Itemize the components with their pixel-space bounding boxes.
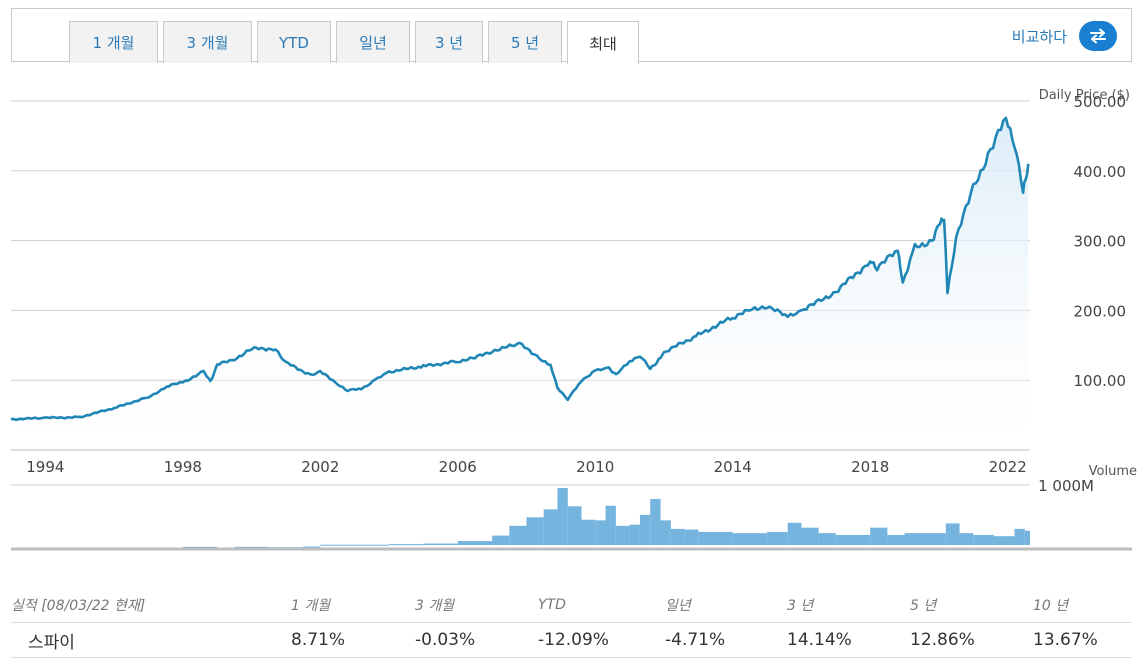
volume-bar xyxy=(595,520,606,545)
volume-bar xyxy=(1014,528,1025,545)
ticker-name: 스파이 xyxy=(28,632,75,653)
price-axis-label: Daily Price ($) xyxy=(1039,88,1130,103)
volume-bar xyxy=(615,525,630,545)
volume-bar xyxy=(543,509,558,545)
volume-bar xyxy=(801,527,819,545)
period-5-years: 5 년 xyxy=(910,598,937,614)
return-ytd: -12.09% xyxy=(538,630,609,650)
volume-bar xyxy=(182,546,218,548)
return-5-years: 12.86% xyxy=(910,630,975,650)
volume-bar xyxy=(870,527,888,545)
volume-axis-label: Volume xyxy=(1089,464,1137,479)
volume-bar xyxy=(973,534,994,545)
volume-bar xyxy=(557,488,568,545)
tab-1-year[interactable]: 일년 xyxy=(336,21,410,63)
volume-bar xyxy=(993,536,1015,545)
year-tick-label: 2018 xyxy=(851,458,889,476)
period-1-year: 일년 xyxy=(665,598,691,614)
swap-arrows-icon xyxy=(1079,21,1117,51)
performance-table: 실적 [08/03/22 현재] 1 개월 3 개월 YTD 일년 3 년 5 … xyxy=(11,588,1132,658)
volume-bar xyxy=(767,531,788,545)
volume-bar xyxy=(234,546,269,548)
volume-bar xyxy=(684,529,699,545)
volume-bar xyxy=(492,535,510,545)
year-tick-label: 2022 xyxy=(989,458,1027,476)
volume-bar xyxy=(303,546,321,548)
volume-bar xyxy=(389,544,424,546)
volume-bar xyxy=(457,541,493,545)
price-tick-label: 300.00 xyxy=(1074,233,1127,251)
volume-bar xyxy=(1024,530,1030,545)
price-chart: Daily Price ($) 500.00 400.00 300.00 200.00… xyxy=(10,88,1137,551)
volume-bar xyxy=(567,506,582,545)
compare-button[interactable]: 비교하다 xyxy=(1012,21,1117,51)
period-3-months: 3 개월 xyxy=(415,598,455,614)
return-1-year: -4.71% xyxy=(665,630,726,650)
volume-bar xyxy=(835,534,871,545)
year-tick-label: 1998 xyxy=(164,458,202,476)
year-tick-label: 2014 xyxy=(714,458,752,476)
tab-5-years[interactable]: 5 년 xyxy=(488,21,562,63)
price-area-fill xyxy=(11,117,1029,451)
volume-bar xyxy=(698,531,733,545)
volume-bar xyxy=(670,528,685,545)
period-1-month: 1 개월 xyxy=(291,598,331,614)
return-3-years: 14.14% xyxy=(787,630,852,650)
volume-bar xyxy=(423,543,458,545)
return-1-month: 8.71% xyxy=(291,630,346,650)
tab-1-month[interactable]: 1 개월 xyxy=(69,21,158,63)
volume-bar xyxy=(660,520,671,545)
volume-bar xyxy=(732,533,768,545)
volume-bar xyxy=(354,544,390,546)
volume-bar xyxy=(650,499,661,545)
tab-3-years[interactable]: 3 년 xyxy=(415,21,483,63)
price-tick-label: 500.00 xyxy=(1074,93,1127,111)
performance-header: 실적 [08/03/22 현재] 1 개월 3 개월 YTD 일년 3 년 5 … xyxy=(11,588,1132,623)
price-tick-label: 200.00 xyxy=(1074,302,1127,320)
volume-bar xyxy=(581,519,596,545)
volume-bar xyxy=(629,524,640,545)
performance-as-of-label: 실적 [08/03/22 현재] xyxy=(11,598,146,614)
year-tick-label: 2010 xyxy=(576,458,614,476)
volume-bar xyxy=(526,517,544,545)
volume-bar xyxy=(945,523,960,545)
volume-bar xyxy=(320,544,355,546)
price-tick-label: 400.00 xyxy=(1074,163,1127,181)
price-tick-label: 100.00 xyxy=(1074,372,1127,390)
year-tick-label: 2006 xyxy=(439,458,477,476)
volume-bar xyxy=(887,534,905,545)
volume-bar xyxy=(605,505,616,545)
range-tab-bar: 1 개월 3 개월 YTD 일년 3 년 5 년 최대 비교하다 xyxy=(11,8,1132,64)
volume-tick-label: 1 000M xyxy=(1038,477,1094,495)
volume-bar xyxy=(787,522,802,545)
period-10-years: 10 년 xyxy=(1033,598,1069,614)
performance-row: 스파이 8.71% -0.03% -12.09% -4.71% 14.14% 1… xyxy=(11,623,1132,658)
period-ytd: YTD xyxy=(538,597,566,613)
volume-bar xyxy=(904,533,946,545)
return-3-months: -0.03% xyxy=(415,630,476,650)
compare-label: 비교하다 xyxy=(1011,27,1067,46)
year-tick-label: 2002 xyxy=(301,458,339,476)
tab-max[interactable]: 최대 xyxy=(567,21,639,64)
volume-bar xyxy=(818,533,836,545)
tab-3-months[interactable]: 3 개월 xyxy=(163,21,252,63)
price-line xyxy=(10,116,1030,422)
volume-bar xyxy=(509,525,527,545)
period-3-years: 3 년 xyxy=(787,598,814,614)
volume-bar xyxy=(639,514,651,545)
tab-ytd[interactable]: YTD xyxy=(257,21,331,63)
year-tick-label: 1994 xyxy=(26,458,64,476)
volume-bar xyxy=(959,533,974,545)
return-10-years: 13.67% xyxy=(1033,630,1098,650)
